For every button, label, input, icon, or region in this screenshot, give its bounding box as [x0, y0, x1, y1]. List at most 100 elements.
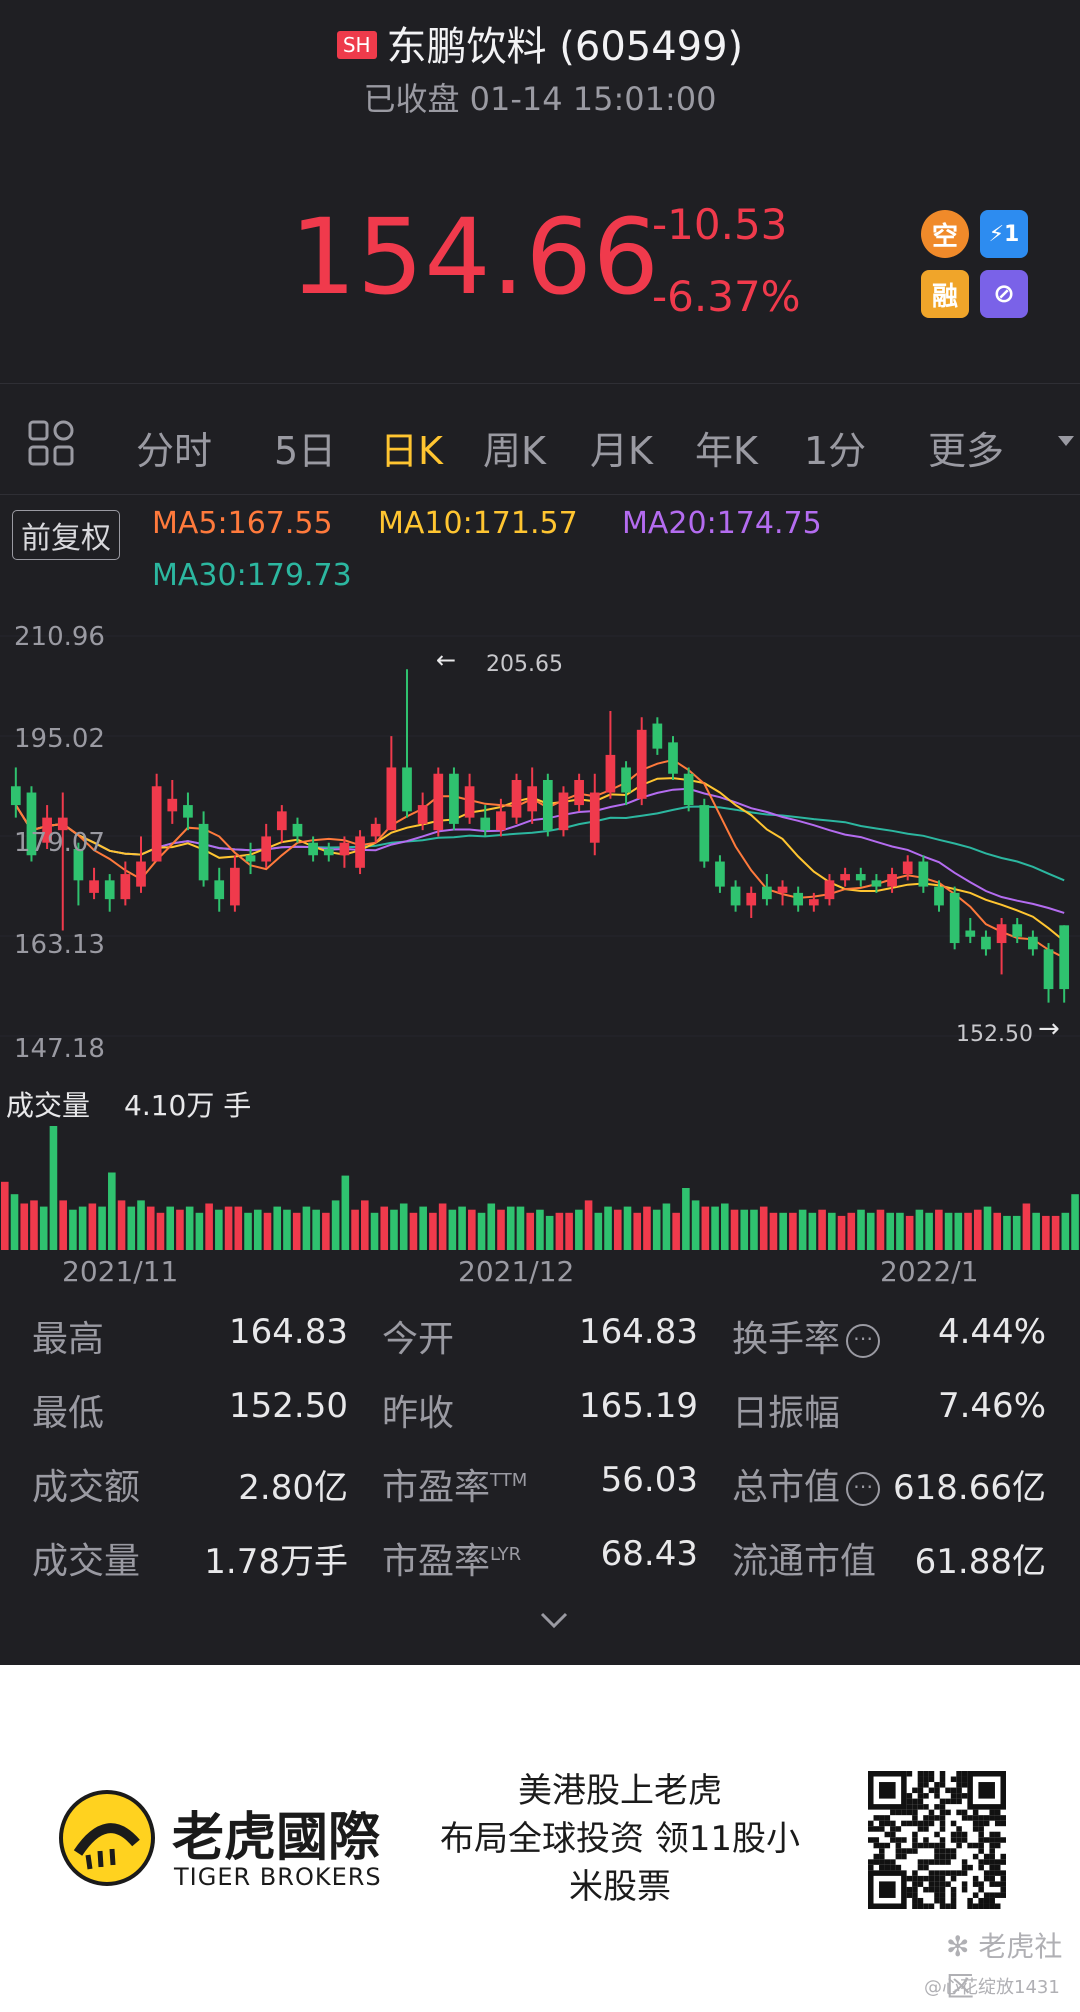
qr-module [890, 1864, 896, 1871]
qr-module [939, 1820, 946, 1827]
qr-module [901, 1820, 907, 1827]
qr-module [989, 1853, 995, 1860]
qr-module [901, 1853, 907, 1860]
qr-module [912, 1848, 918, 1854]
qr-module [934, 1853, 940, 1860]
qr-module [939, 1848, 946, 1854]
qr-module [1000, 1870, 1006, 1876]
qr-module [989, 1842, 995, 1849]
volume-bar [370, 1212, 379, 1250]
low-arrow-icon: → [1038, 1014, 1060, 1044]
qr-module [934, 1831, 940, 1838]
candle-body [449, 773, 459, 824]
qr-module [901, 1848, 907, 1854]
tab-yearly-k[interactable]: 年K [695, 429, 758, 473]
info-icon[interactable]: ⋯ [846, 1324, 881, 1358]
info-icon[interactable]: ⋯ [846, 1472, 881, 1506]
qr-module [923, 1804, 929, 1810]
grid-icon[interactable] [28, 420, 74, 466]
candle-body [558, 792, 569, 831]
qr-module [978, 1859, 984, 1865]
tab-more[interactable]: 更多 [928, 429, 1005, 473]
no-trade-badge[interactable]: ⊘ [980, 270, 1028, 318]
qr-module [901, 1837, 907, 1843]
adjust-mode-button[interactable]: 前复权 [12, 510, 120, 560]
promo-line: 米股票 [569, 1867, 671, 1907]
volume-bar [88, 1203, 97, 1250]
exchange-badge: SH [336, 31, 377, 59]
volume-bar [808, 1212, 817, 1250]
high-arrow-icon: ← [436, 646, 457, 674]
volume-bar [954, 1212, 963, 1250]
qr-module [1000, 1815, 1006, 1821]
market-status: 已收盘 01-14 15:01:00 [363, 80, 717, 118]
dropdown-icon[interactable] [1058, 436, 1074, 448]
volume-bar [137, 1200, 145, 1250]
qr-module [939, 1853, 946, 1860]
qr-module [989, 1815, 995, 1821]
qr-module [972, 1881, 979, 1887]
flash-badge[interactable]: ⚡1 [980, 210, 1028, 258]
qr-module [978, 1897, 984, 1904]
volume-bar [419, 1206, 427, 1250]
low-marker-label: 152.50 [956, 1022, 1033, 1047]
qr-module [945, 1881, 951, 1887]
volume-bar [341, 1175, 350, 1250]
stat-label: 今开 [382, 1319, 455, 1360]
margin-badge[interactable]: 融 [921, 270, 969, 318]
volume-bar [866, 1212, 875, 1250]
tab-1min[interactable]: 1分 [804, 429, 867, 473]
volume-bar [964, 1212, 972, 1250]
volume-bar [662, 1203, 671, 1250]
tab-daily-k[interactable]: 日K [380, 429, 443, 473]
volume-bar [847, 1212, 856, 1250]
volume-bar [633, 1212, 642, 1250]
candle-body [433, 773, 444, 831]
qr-module [983, 1903, 990, 1909]
qr-module [939, 1771, 946, 1777]
qr-module [950, 1820, 957, 1827]
volume-bar [409, 1212, 418, 1250]
qr-module [950, 1776, 957, 1783]
qr-module [983, 1820, 990, 1827]
qr-module [895, 1848, 902, 1854]
promo-footer: 老虎國際 TIGER BROKERS 美港股上老虎 布局全球投资 领11股小 米… [0, 1665, 1080, 2012]
qr-module [945, 1848, 951, 1854]
short-sell-badge[interactable]: 空 [921, 210, 969, 258]
volume-chart[interactable] [0, 1122, 1080, 1250]
qr-module [917, 1793, 924, 1799]
candle-body [840, 874, 850, 881]
tab-intraday[interactable]: 分时 [136, 429, 213, 473]
qr-module [961, 1771, 968, 1777]
volume-bar [915, 1209, 924, 1250]
chevron-down-icon[interactable] [538, 1610, 570, 1632]
qr-module [934, 1804, 940, 1810]
candle-body [746, 892, 757, 906]
candle-body [636, 729, 647, 799]
stat-value: 7.46% [937, 1386, 1046, 1426]
qr-module [912, 1886, 918, 1893]
tab-monthly-k[interactable]: 月K [590, 429, 653, 473]
qr-module [934, 1793, 940, 1799]
qr-module [1000, 1859, 1006, 1865]
tab-5day[interactable]: 5日 [274, 429, 337, 473]
qr-module [928, 1903, 935, 1909]
qr-module [928, 1809, 935, 1816]
qr-module [906, 1809, 913, 1816]
candle-body [793, 892, 804, 906]
tab-weekly-k[interactable]: 周K [483, 429, 546, 473]
qr-module [928, 1886, 935, 1893]
community-watermark: ✻ 老虎社区 [946, 1930, 1063, 2003]
qr-module [895, 1837, 902, 1843]
qr-module [906, 1793, 913, 1799]
qr-code[interactable] [868, 1771, 1006, 1909]
candlestick-chart[interactable] [0, 600, 1080, 1240]
quote-stats: 最高 164.83 今开 164.83 换手率 ⋯ 4.44% 最低 152.50 昨收 165.1… [0, 1310, 1080, 1660]
volume-bar [166, 1206, 174, 1250]
stat-value: 1.78万手 [204, 1542, 348, 1582]
qr-module [928, 1859, 935, 1865]
qr-module [917, 1820, 924, 1827]
volume-bar [477, 1212, 486, 1250]
volume-bar [721, 1203, 729, 1250]
volume-bar [828, 1212, 836, 1250]
